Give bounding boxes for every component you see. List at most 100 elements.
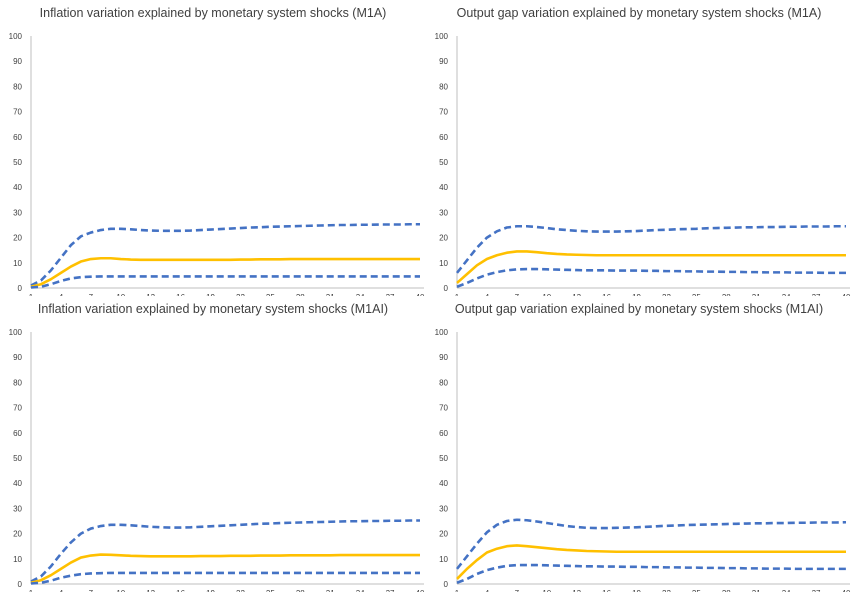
y-tick-label: 30 bbox=[439, 504, 448, 513]
plot-area: 0 10 20 30 40 50 60 70 80 90 100 1 4 7 10 13 16 19 22 25 28 3… bbox=[435, 328, 851, 592]
x-tick-label: 1 bbox=[29, 293, 34, 296]
y-tick-label: 40 bbox=[439, 183, 448, 192]
x-tick-label: 40 bbox=[416, 589, 425, 592]
x-tick-label: 4 bbox=[59, 293, 64, 296]
x-tick-label: 28 bbox=[722, 589, 731, 592]
y-tick-label: 30 bbox=[13, 208, 22, 217]
x-tick-label: 40 bbox=[842, 589, 851, 592]
x-tick-label: 31 bbox=[752, 293, 761, 296]
x-tick-label: 4 bbox=[485, 293, 490, 296]
y-tick-label: 80 bbox=[13, 378, 22, 387]
x-tick-label: 22 bbox=[236, 589, 245, 592]
x-tick-label: 37 bbox=[812, 589, 821, 592]
x-tick-label: 25 bbox=[692, 293, 701, 296]
x-tick-label: 10 bbox=[116, 589, 125, 592]
x-tick-label: 10 bbox=[542, 589, 551, 592]
lower-bound-line bbox=[456, 267, 846, 288]
y-tick-label: 40 bbox=[439, 479, 448, 488]
x-tick-label: 1 bbox=[29, 589, 34, 592]
x-tick-label: 34 bbox=[356, 589, 365, 592]
x-tick-label: 19 bbox=[632, 293, 641, 296]
y-tick-label: 80 bbox=[439, 378, 448, 387]
x-tick-label: 34 bbox=[782, 293, 791, 296]
x-tick-label: 34 bbox=[782, 589, 791, 592]
chart-title: Inflation variation explained by monetar… bbox=[39, 6, 387, 20]
x-tick-label: 28 bbox=[296, 293, 305, 296]
upper-bound-line bbox=[30, 519, 420, 583]
chart-panel-inflation-m1a: Inflation variation explained by monetar… bbox=[0, 0, 426, 296]
y-tick-label: 20 bbox=[13, 234, 22, 243]
upper-bound-line bbox=[30, 222, 420, 287]
chart-title: Inflation variation explained by monetar… bbox=[37, 302, 389, 316]
x-tick-label: 22 bbox=[236, 293, 245, 296]
x-tick-label: 40 bbox=[842, 293, 851, 296]
x-tick-label: 13 bbox=[146, 293, 155, 296]
upper-bound-line bbox=[455, 518, 847, 570]
y-tick-label: 10 bbox=[439, 259, 448, 268]
estimate-line bbox=[30, 553, 420, 585]
y-tick-label: 100 bbox=[435, 328, 449, 337]
lower-bound-line bbox=[30, 571, 420, 585]
chart-panel-output-gap-m1ai: Output gap variation explained by moneta… bbox=[426, 296, 852, 592]
y-tick-label: 10 bbox=[13, 259, 22, 268]
x-tick-label: 19 bbox=[206, 589, 215, 592]
x-tick-label: 13 bbox=[572, 293, 581, 296]
x-tick-label: 37 bbox=[386, 589, 395, 592]
x-tick-label: 10 bbox=[116, 293, 125, 296]
estimate-line bbox=[456, 250, 846, 284]
chart-title: Output gap variation explained by moneta… bbox=[454, 302, 824, 316]
y-tick-label: 100 bbox=[9, 328, 23, 337]
y-tick-label: 70 bbox=[13, 404, 22, 413]
x-tick-label: 25 bbox=[692, 589, 701, 592]
y-tick-label: 0 bbox=[444, 284, 449, 293]
x-tick-label: 22 bbox=[662, 293, 671, 296]
y-tick-label: 50 bbox=[439, 158, 448, 167]
y-tick-label: 90 bbox=[13, 57, 22, 66]
y-tick-label: 60 bbox=[439, 133, 448, 142]
y-tick-label: 0 bbox=[18, 580, 23, 589]
x-tick-label: 37 bbox=[812, 293, 821, 296]
y-tick-label: 80 bbox=[439, 82, 448, 91]
x-tick-label: 7 bbox=[515, 293, 520, 296]
y-tick-label: 90 bbox=[439, 353, 448, 362]
y-tick-label: 100 bbox=[9, 32, 23, 41]
x-tick-label: 7 bbox=[515, 589, 520, 592]
y-tick-label: 60 bbox=[439, 429, 448, 438]
estimate-line bbox=[30, 256, 420, 289]
estimate-line bbox=[456, 544, 846, 580]
y-tick-label: 80 bbox=[13, 82, 22, 91]
y-tick-label: 10 bbox=[13, 555, 22, 564]
y-tick-label: 20 bbox=[13, 530, 22, 539]
x-tick-label: 28 bbox=[296, 589, 305, 592]
x-tick-label: 31 bbox=[326, 293, 335, 296]
chart-panel-inflation-m1ai: Inflation variation explained by monetar… bbox=[0, 296, 426, 592]
y-tick-label: 50 bbox=[439, 454, 448, 463]
y-tick-label: 20 bbox=[439, 234, 448, 243]
plot-area: 0 10 20 30 40 50 60 70 80 90 100 1 4 7 10 13 16 19 22 25 28 3… bbox=[435, 32, 851, 296]
x-tick-label: 19 bbox=[632, 589, 641, 592]
y-tick-label: 50 bbox=[13, 158, 22, 167]
y-tick-label: 90 bbox=[439, 57, 448, 66]
x-tick-label: 19 bbox=[206, 293, 215, 296]
x-tick-label: 4 bbox=[485, 589, 490, 592]
x-tick-label: 7 bbox=[89, 293, 94, 296]
x-tick-label: 1 bbox=[455, 293, 460, 296]
y-tick-label: 0 bbox=[444, 580, 449, 589]
y-tick-label: 0 bbox=[18, 284, 23, 293]
y-tick-label: 60 bbox=[13, 133, 22, 142]
x-tick-label: 10 bbox=[542, 293, 551, 296]
y-tick-label: 30 bbox=[13, 504, 22, 513]
x-tick-label: 16 bbox=[176, 589, 185, 592]
y-tick-label: 30 bbox=[439, 208, 448, 217]
x-tick-label: 31 bbox=[752, 589, 761, 592]
x-tick-label: 25 bbox=[266, 589, 275, 592]
x-tick-label: 13 bbox=[146, 589, 155, 592]
x-tick-label: 16 bbox=[176, 293, 185, 296]
y-tick-label: 40 bbox=[13, 183, 22, 192]
x-tick-label: 37 bbox=[386, 293, 395, 296]
x-tick-label: 16 bbox=[602, 293, 611, 296]
plot-area: 0 10 20 30 40 50 60 70 80 90 100 1 4 7 10 13 16 19 22 25 28 3… bbox=[9, 328, 425, 592]
y-tick-label: 20 bbox=[439, 530, 448, 539]
x-tick-label: 28 bbox=[722, 293, 731, 296]
